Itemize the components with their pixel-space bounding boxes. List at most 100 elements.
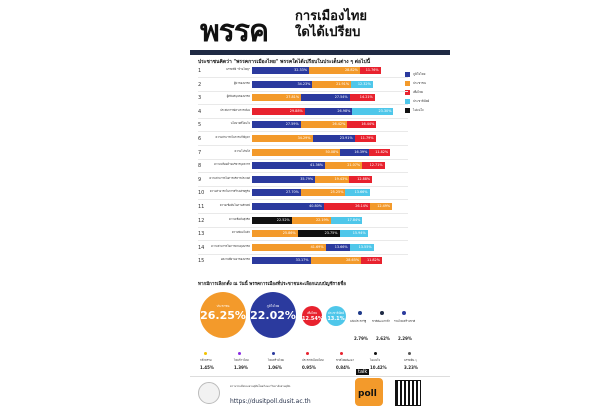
party-label: ชาติพัฒนากล้า xyxy=(372,319,391,323)
bar-segment: 26.98% xyxy=(304,107,353,115)
bar-segment: 11.76% xyxy=(359,67,381,74)
header-divider xyxy=(190,50,450,55)
legend-swatch xyxy=(405,72,410,77)
party-circle-value: 13.1% xyxy=(327,316,345,322)
party-label: ไทยก้าวใหม่ xyxy=(234,358,249,362)
row-separator xyxy=(198,199,408,201)
row-separator xyxy=(198,158,408,160)
qr-code-icon[interactable] xyxy=(395,380,421,406)
bar-segment: 11.79% xyxy=(354,135,376,142)
bar-segment: 34.23% xyxy=(252,80,313,88)
bar-segment: 12.49% xyxy=(370,203,393,210)
bar-segment: 23.75% xyxy=(297,230,340,238)
row-number: 3 xyxy=(198,95,202,102)
bar-segment: 13.66% xyxy=(325,243,350,251)
row-number: 14 xyxy=(198,244,205,251)
bar-segment: 12.71% xyxy=(362,162,385,170)
legend-label: เพื่อไทย xyxy=(413,90,424,94)
row-separator xyxy=(198,240,408,242)
bar-segment: 50.08% xyxy=(252,148,341,156)
row-number: 12 xyxy=(198,217,205,224)
bar-segment: 22.19% xyxy=(291,216,331,224)
party-dot xyxy=(408,352,411,355)
party-label: ประชาธิปไตยใหม่ xyxy=(302,358,324,362)
legend-swatch xyxy=(405,108,410,113)
row-number: 1 xyxy=(198,68,202,74)
bar-segment: 22.52% xyxy=(252,216,292,224)
row-label: ความเชื่อมั่นสุจริต xyxy=(229,216,250,221)
row-label: ความพร้อมด้านบริหารบุคลากร xyxy=(214,162,250,167)
party-label: รวมไทยสร้างชาติ xyxy=(394,319,416,323)
bar-segment: 40.80% xyxy=(252,203,324,210)
party-value: 3.23% xyxy=(404,365,418,370)
row-number: 4 xyxy=(198,108,202,115)
party-circle: ภูมิใจไทย 22.02% xyxy=(250,292,296,338)
party-label: กล้าธรรม xyxy=(200,358,212,362)
bar-segment: 27.59% xyxy=(252,121,301,129)
bar-segment: 12.88% xyxy=(349,175,373,183)
bar-segment: 41.69% xyxy=(252,243,326,251)
row-separator xyxy=(198,172,408,174)
bar-segment: 27.70% xyxy=(252,189,301,197)
party-circle: ประชาธิปัตย์ 13.1% xyxy=(326,306,346,326)
party-circle-value: 22.02% xyxy=(250,308,296,322)
bar-segment: 35.79% xyxy=(252,175,316,183)
row-label: ความเชื่อมั่นในภาพลักษณ์ xyxy=(219,203,250,207)
party-dot xyxy=(204,352,207,355)
row-label: ผู้นำของพรรค xyxy=(233,80,250,85)
party-value: 2.62% xyxy=(376,336,390,341)
legend-label: ภูมิใจไทย xyxy=(413,72,426,76)
bar-segment: 11.82% xyxy=(361,257,382,265)
party-value: 0.84% xyxy=(336,365,350,370)
row-label: ผู้สนับสนุนของพรรค xyxy=(226,94,250,99)
row-separator xyxy=(198,213,408,214)
row-label: ผลงานที่ผ่านมาของพรรค xyxy=(220,257,250,262)
row-number: 10 xyxy=(198,190,205,197)
party-circle-value: 12.54% xyxy=(302,316,323,322)
bar-segment: 16.39% xyxy=(340,148,370,156)
bar-segment: 27.81% xyxy=(252,94,302,102)
bar-segment: 16.44% xyxy=(347,121,377,129)
party-dot xyxy=(380,311,384,315)
row-separator xyxy=(198,226,408,228)
bar-segment: 41.36% xyxy=(252,162,325,170)
bar-segment: 27.54% xyxy=(301,94,350,102)
bar-segment: 26.14% xyxy=(324,203,371,210)
party-value: 10.42% xyxy=(370,365,387,370)
bar-segment: 34.29% xyxy=(252,135,313,142)
row-number: 7 xyxy=(198,149,202,156)
party-circle-value: 26.25% xyxy=(200,308,246,322)
bar-segment: 29.88% xyxy=(252,107,305,115)
bar-segment: 15.94% xyxy=(339,230,368,238)
infographic-poster: พรรค การเมืองไทย ใดได้เปรียบ ประชาชนคิดว… xyxy=(190,0,450,410)
row-label: ความสามารถในการสร้างเศรษฐกิจ xyxy=(209,189,250,194)
bar-segment: 32.33% xyxy=(252,67,310,74)
bar-segment: 23.91% xyxy=(312,135,355,142)
party-dot xyxy=(358,311,362,315)
row-number: 11 xyxy=(198,204,205,210)
legend-swatch xyxy=(405,81,410,86)
bar-segment: 19.43% xyxy=(315,175,350,183)
bar-segment: 25.86% xyxy=(252,230,298,238)
party-value: 1.45% xyxy=(200,365,214,370)
bar-segment: 21.91% xyxy=(312,80,352,88)
footer-url[interactable]: https://dusitpoll.dusit.ac.th xyxy=(230,398,311,405)
party-value: 2.79% xyxy=(354,336,368,341)
row-label: พรรคที่มี "บ้านใหญ่" xyxy=(226,67,250,71)
party-label: พรรคอื่น ๆ xyxy=(404,358,417,362)
section2-title: หากมีการเลือกตั้ง ณ วันนี้ พรรคการเมืองท… xyxy=(198,282,346,287)
bar-segment: 12.32% xyxy=(351,80,373,88)
bar-segment: 14.21% xyxy=(349,94,375,102)
row-separator xyxy=(198,131,408,133)
row-number: 13 xyxy=(198,231,205,238)
party-label: ชาติไทยพัฒนา xyxy=(336,358,355,362)
party-circle: ประชาชน 26.25% xyxy=(200,292,246,338)
poll-logo: poll xyxy=(355,378,383,406)
row-label: ความสามารถในการบริหารประเทศ xyxy=(209,175,250,180)
row-number: 5 xyxy=(198,122,202,129)
talk-badge: talk xyxy=(356,369,370,375)
bar-segment: 25.25% xyxy=(300,189,346,197)
party-circle-label: ประชาชน xyxy=(216,303,230,308)
legend-label: ประชาชน xyxy=(413,81,426,85)
bar-segment: 28.65% xyxy=(310,257,362,265)
